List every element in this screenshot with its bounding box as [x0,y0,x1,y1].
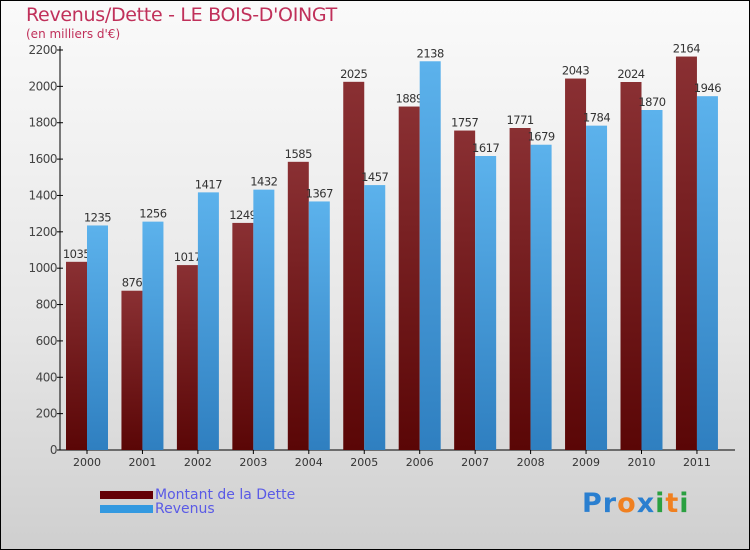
bar-revenus [142,221,164,450]
data-label-revenus: 1417 [195,177,222,191]
data-label-revenus: 1256 [139,207,166,221]
bar-revenus [475,156,497,450]
x-tick-label: 2007 [461,456,489,469]
bar-revenus [530,144,552,450]
data-label-debt: 1757 [451,116,478,130]
y-tick-label: 2200 [28,43,57,57]
bar-debt [66,261,87,450]
bar-revenus [586,125,608,451]
chart-title: Revenus/Dette - LE BOIS-D'OINGT [26,4,337,26]
bar-debt [176,265,198,450]
bar-revenus [197,192,219,450]
bar-debt [398,106,420,450]
bar-revenus [87,225,108,450]
data-label-revenus: 1946 [694,81,721,95]
bar-debt [620,82,642,450]
data-label-revenus: 1457 [361,170,388,184]
x-tick-label: 2000 [73,456,101,469]
x-tick-label: 2002 [184,456,212,469]
x-tick-label: 2004 [295,456,323,469]
data-label-debt: 2164 [673,42,700,56]
legend-item-revenus: Revenus [100,501,215,517]
legend-swatch-debt [100,491,153,499]
logo-letter: t [665,488,680,519]
y-tick-label: 2000 [28,79,57,93]
y-tick-label: 200 [36,407,57,421]
bar-revenus [308,201,330,450]
data-label-debt: 1771 [506,113,533,127]
data-label-debt: 1017 [174,250,201,264]
y-tick-label: 1200 [28,225,57,239]
data-label-debt: 1889 [396,92,423,106]
bar-revenus [253,189,275,451]
x-tick-label: 2006 [406,456,434,469]
logo-letter: o [617,488,637,519]
proxiti-logo: Proxiti [582,488,690,519]
data-label-debt: 1585 [285,147,312,161]
data-label-debt: 2025 [340,67,367,81]
x-tick-label: 2005 [350,456,378,469]
y-tick-label: 1400 [28,188,57,202]
y-tick-label: 1800 [28,116,57,130]
data-label-revenus: 1432 [250,175,277,189]
x-tick-label: 2011 [683,456,711,469]
bar-debt [675,56,697,450]
data-label-revenus: 1784 [583,111,610,125]
data-label-debt: 876 [122,276,143,290]
data-label-revenus: 1679 [527,130,554,144]
legend-label-debt: Montant de la Dette [155,487,296,503]
bar-debt [121,290,143,450]
data-label-debt: 1035 [63,247,90,261]
legend-swatch-revenus [100,505,153,513]
bar-debt [565,78,587,450]
bar-debt [454,130,476,450]
logo-letter: P [582,488,603,519]
x-tick-label: 2003 [239,456,267,469]
data-label-revenus: 1617 [472,141,499,155]
bar-revenus [419,61,441,450]
bar-revenus [696,96,718,450]
x-tick-label: 2010 [628,456,656,469]
data-label-revenus: 1235 [84,210,111,224]
logo-letter: i [679,488,690,519]
bar-debt [343,81,365,451]
bar-revenus [364,185,386,450]
logo-letter: i [655,488,666,519]
x-tick-label: 2009 [572,456,600,469]
x-tick-label: 2008 [517,456,545,469]
legend-item-debt: Montant de la Dette [100,487,295,503]
bar-debt [287,161,309,450]
x-tick-label: 2001 [128,456,156,469]
bar-debt [509,128,531,450]
y-tick-label: 1600 [28,152,57,166]
y-tick-label: 0 [50,443,57,457]
data-label-revenus: 2138 [417,46,444,60]
logo-letter: r [602,488,618,519]
legend-label-revenus: Revenus [155,501,215,517]
y-tick-label: 1000 [28,261,57,275]
chart-subtitle: (en milliers d'€) [26,27,121,41]
data-label-debt: 2024 [617,67,644,81]
data-label-revenus: 1870 [638,95,665,109]
data-label-revenus: 1367 [306,186,333,200]
bar-revenus [641,110,663,450]
bar-debt [232,222,254,450]
data-label-debt: 2043 [562,64,589,78]
y-tick-label: 800 [36,298,57,312]
y-tick-label: 400 [36,370,57,384]
data-label-debt: 1249 [229,208,256,222]
logo-letter: x [636,488,656,519]
y-tick-label: 600 [36,334,57,348]
